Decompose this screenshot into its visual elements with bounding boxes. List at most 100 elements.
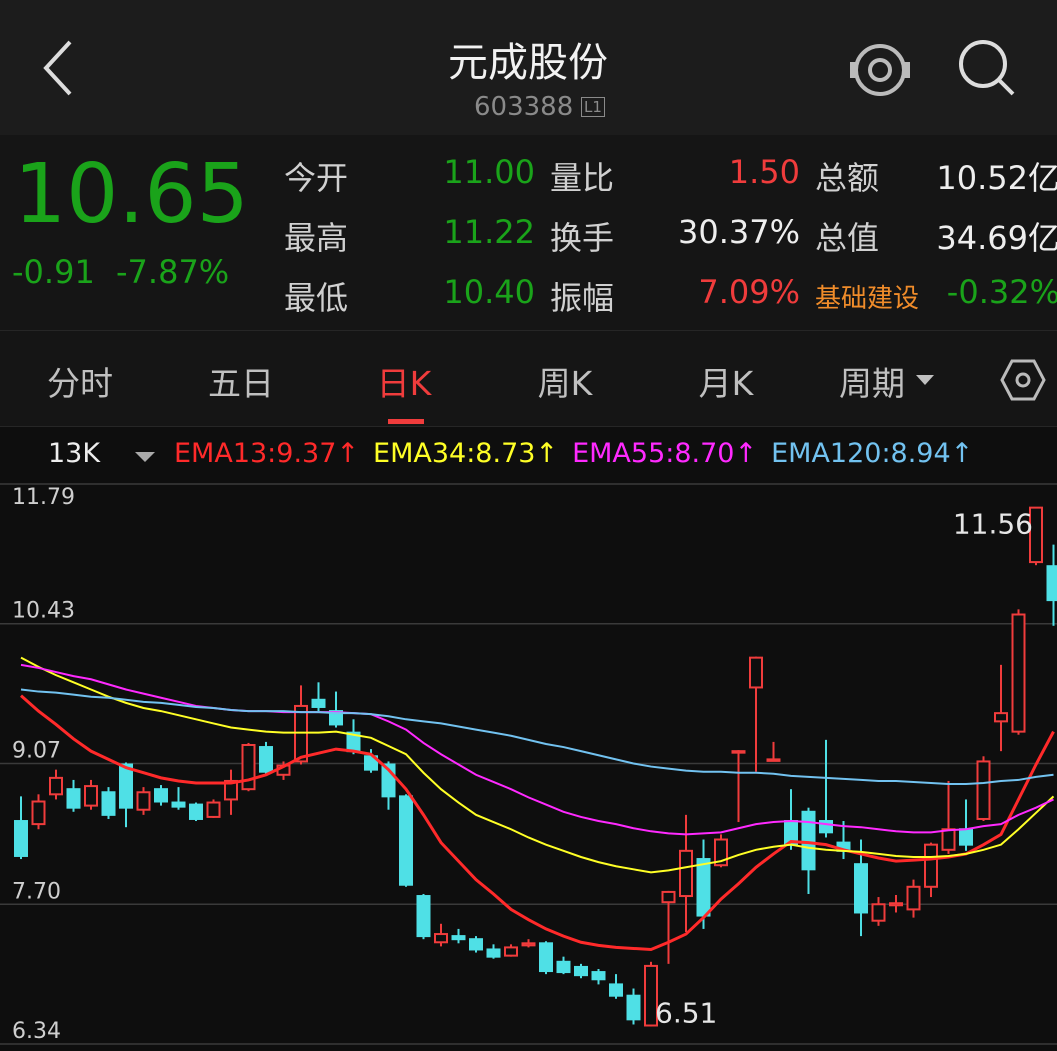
tab[interactable]: 分时 bbox=[47, 364, 113, 403]
y-tick-label: 9.07 bbox=[12, 738, 61, 763]
candle-body bbox=[136, 791, 151, 811]
candle-body bbox=[854, 863, 868, 914]
candle-body bbox=[591, 971, 606, 981]
ema-line bbox=[20, 656, 1055, 874]
candle-body bbox=[49, 776, 63, 796]
field-label: 换手 bbox=[550, 219, 615, 257]
level-badge: L1 bbox=[581, 97, 605, 117]
candle-body bbox=[871, 903, 886, 922]
candle-body bbox=[941, 828, 956, 851]
field-value: 7.09% bbox=[698, 273, 800, 311]
candle-body bbox=[976, 760, 991, 820]
candle-body bbox=[311, 698, 326, 708]
field-label: 今开 bbox=[284, 159, 349, 197]
last-price: 10.65 bbox=[14, 147, 249, 242]
candle-body bbox=[994, 712, 1008, 723]
candle-body bbox=[661, 890, 676, 904]
candle-body bbox=[329, 710, 343, 726]
candle-body bbox=[731, 750, 746, 754]
tab[interactable]: 五日 bbox=[208, 364, 274, 403]
field-label: 最低 bbox=[284, 279, 349, 317]
field-label: 基础建设 bbox=[815, 284, 920, 314]
candle-body bbox=[399, 795, 413, 886]
field-value: 11.00 bbox=[443, 153, 535, 191]
tab[interactable]: 月K bbox=[698, 364, 754, 403]
candle-body bbox=[364, 755, 378, 771]
candle-body bbox=[66, 788, 81, 809]
candle-body bbox=[259, 746, 273, 773]
price-change-pct: -7.87% bbox=[116, 253, 230, 291]
candle-body bbox=[1011, 613, 1026, 733]
y-tick-label: 6.34 bbox=[12, 1019, 61, 1044]
candle-body bbox=[819, 820, 833, 834]
candle-body bbox=[154, 788, 168, 803]
legend-entry: EMA120:8.94↑ bbox=[771, 438, 974, 469]
back-button[interactable] bbox=[38, 38, 78, 98]
quote-panel: 10.65 -0.91 -7.87% 今开 11.00 量比 1.50 总额 10.52亿… bbox=[0, 135, 1057, 330]
candle-body bbox=[766, 758, 781, 762]
ema-line bbox=[20, 688, 1054, 786]
field-value: -0.32% bbox=[946, 273, 1057, 311]
candle-body bbox=[206, 801, 221, 818]
candle-body bbox=[959, 828, 973, 846]
candle-body bbox=[609, 983, 623, 997]
ema-line bbox=[20, 694, 1055, 951]
candle-body bbox=[556, 960, 571, 974]
period-dropdown[interactable] bbox=[135, 452, 155, 462]
y-tick-label: 10.43 bbox=[12, 599, 75, 624]
candle-body bbox=[241, 743, 256, 791]
candle-body bbox=[224, 779, 238, 801]
candle-body bbox=[119, 763, 133, 809]
candle-body bbox=[469, 938, 483, 951]
field-value: 1.50 bbox=[728, 153, 800, 191]
header-bar: 元成股份 603388 L1 bbox=[0, 0, 1057, 135]
period-selector[interactable]: 13K bbox=[48, 438, 101, 469]
period-tabs: 分时 五日 日K 周K 月K 周期 bbox=[0, 330, 1057, 427]
legend-entry: EMA55:8.70↑ bbox=[572, 438, 758, 469]
candle-body bbox=[486, 948, 501, 958]
candle-body bbox=[1029, 506, 1043, 564]
candle-body bbox=[1046, 565, 1057, 602]
assistant-icon[interactable] bbox=[846, 38, 914, 98]
candle-body bbox=[84, 785, 98, 807]
tab[interactable]: 周K bbox=[537, 364, 593, 403]
field-label: 总额 bbox=[815, 159, 880, 197]
field-label: 最高 bbox=[284, 219, 349, 257]
candle-body bbox=[434, 933, 448, 944]
candle-body bbox=[521, 942, 536, 947]
field-label: 振幅 bbox=[550, 279, 615, 317]
legend-entry: EMA34:8.73↑ bbox=[373, 438, 559, 469]
tab-active[interactable]: 日K bbox=[376, 364, 432, 403]
candle-body bbox=[451, 935, 466, 941]
candle-body bbox=[801, 810, 816, 871]
candle-body bbox=[31, 800, 46, 826]
field-label: 量比 bbox=[550, 159, 615, 197]
field-value: 34.69亿 bbox=[936, 219, 1057, 257]
stock-name: 元成股份 bbox=[448, 40, 608, 86]
candle-body bbox=[574, 965, 588, 977]
candle-body bbox=[189, 803, 203, 820]
field-label: 总值 bbox=[815, 219, 880, 257]
candle-body bbox=[101, 791, 116, 816]
candle-body bbox=[416, 895, 431, 938]
y-tick-label: 7.70 bbox=[12, 879, 61, 904]
candle-body bbox=[644, 964, 658, 1027]
candle-body bbox=[696, 858, 711, 917]
candle-body bbox=[906, 885, 921, 911]
search-icon[interactable] bbox=[955, 38, 1019, 98]
settings-icon[interactable] bbox=[1000, 357, 1046, 403]
tab[interactable]: 周期 bbox=[839, 364, 905, 403]
field-value: 11.22 bbox=[443, 213, 535, 251]
candle-body bbox=[504, 946, 518, 957]
candle-body bbox=[749, 656, 763, 689]
price-annotation: 6.51 bbox=[655, 997, 717, 1030]
candle-body bbox=[171, 801, 186, 808]
y-tick-label: 11.79 bbox=[12, 485, 75, 510]
dropdown-arrow bbox=[916, 375, 934, 385]
candle-body bbox=[539, 942, 553, 973]
tab-underline bbox=[388, 419, 424, 424]
legend-entry: EMA13:9.37↑ bbox=[174, 438, 360, 469]
kline-chart: 11.79 10.43 9.07 7.70 6.34 11.56 6.51 bbox=[0, 483, 1057, 1045]
ema-line bbox=[20, 663, 1054, 836]
candle-body bbox=[924, 843, 938, 888]
